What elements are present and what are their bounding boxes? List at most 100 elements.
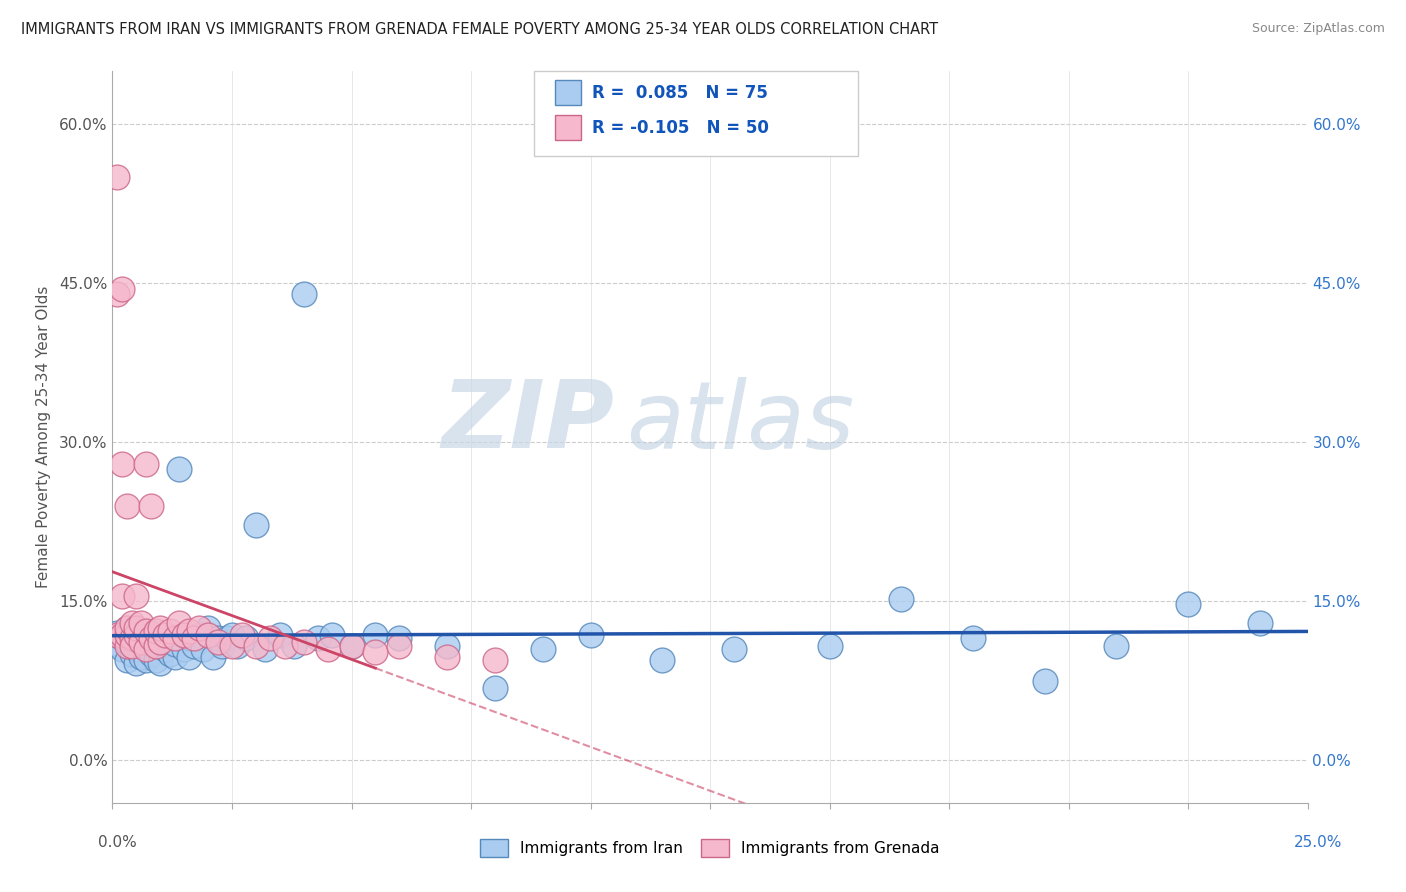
- Point: [169, 462, 191, 476]
- Point: [139, 648, 162, 662]
- Point: [125, 628, 148, 642]
- Point: [231, 628, 253, 642]
- Point: [115, 653, 138, 667]
- Point: [115, 628, 138, 642]
- Point: [121, 615, 143, 630]
- Text: ZIP: ZIP: [441, 376, 614, 468]
- Point: [149, 628, 172, 642]
- Point: [436, 649, 458, 664]
- Point: [111, 642, 134, 657]
- Point: [115, 639, 138, 653]
- Text: IMMIGRANTS FROM IRAN VS IMMIGRANTS FROM GRENADA FEMALE POVERTY AMONG 25-34 YEAR : IMMIGRANTS FROM IRAN VS IMMIGRANTS FROM …: [21, 22, 938, 37]
- Point: [211, 639, 233, 653]
- Point: [245, 639, 267, 653]
- Text: R =  0.085   N = 75: R = 0.085 N = 75: [592, 84, 768, 102]
- Point: [173, 628, 195, 642]
- Point: [129, 615, 152, 630]
- Point: [183, 639, 205, 653]
- Point: [115, 628, 138, 642]
- Point: [177, 632, 200, 646]
- Point: [129, 649, 152, 664]
- Point: [254, 642, 277, 657]
- Point: [139, 499, 162, 513]
- Point: [484, 653, 506, 667]
- Point: [125, 642, 148, 657]
- Point: [121, 632, 143, 646]
- Point: [579, 628, 602, 642]
- Point: [197, 621, 219, 635]
- Point: [159, 632, 181, 646]
- Point: [197, 628, 219, 642]
- Point: [221, 628, 243, 642]
- Point: [111, 589, 134, 603]
- Point: [307, 632, 329, 646]
- Point: [364, 628, 387, 642]
- Point: [436, 639, 458, 653]
- Point: [388, 639, 411, 653]
- Point: [105, 287, 128, 301]
- Point: [173, 642, 195, 657]
- Point: [105, 637, 128, 651]
- Point: [115, 499, 138, 513]
- Point: [159, 648, 181, 662]
- Point: [153, 628, 176, 642]
- Point: [163, 637, 186, 651]
- Point: [145, 624, 167, 638]
- Point: [125, 656, 148, 670]
- Point: [163, 649, 186, 664]
- Point: [818, 639, 841, 653]
- Point: [121, 639, 143, 653]
- Point: [111, 457, 134, 471]
- Point: [129, 628, 152, 642]
- Point: [105, 170, 128, 185]
- Point: [145, 653, 167, 667]
- Point: [221, 639, 243, 653]
- Point: [651, 653, 673, 667]
- Point: [269, 628, 291, 642]
- Point: [292, 287, 315, 301]
- Text: 25.0%: 25.0%: [1295, 836, 1343, 850]
- Text: 0.0%: 0.0%: [98, 836, 138, 850]
- Text: R = -0.105   N = 50: R = -0.105 N = 50: [592, 119, 769, 136]
- Point: [149, 621, 172, 635]
- Point: [962, 632, 984, 646]
- Point: [135, 653, 157, 667]
- Point: [111, 632, 134, 646]
- Point: [121, 632, 143, 646]
- Point: [129, 637, 152, 651]
- Point: [259, 632, 281, 646]
- Point: [135, 628, 157, 642]
- Point: [135, 642, 157, 657]
- Point: [129, 634, 152, 648]
- Point: [217, 632, 239, 646]
- Point: [292, 634, 315, 648]
- Point: [111, 282, 134, 296]
- Point: [225, 639, 247, 653]
- Point: [149, 656, 172, 670]
- Text: atlas: atlas: [627, 377, 855, 468]
- Point: [207, 632, 229, 646]
- Point: [388, 632, 411, 646]
- Point: [139, 626, 162, 640]
- Point: [531, 642, 554, 657]
- Point: [145, 639, 167, 653]
- Point: [193, 642, 215, 657]
- Point: [135, 624, 157, 638]
- Point: [163, 632, 186, 646]
- Point: [340, 639, 363, 653]
- Point: [207, 634, 229, 648]
- Point: [135, 639, 157, 653]
- Legend: Immigrants from Iran, Immigrants from Grenada: Immigrants from Iran, Immigrants from Gr…: [481, 838, 939, 857]
- Point: [125, 621, 148, 635]
- Point: [139, 634, 162, 648]
- Point: [111, 628, 134, 642]
- Point: [125, 632, 148, 646]
- Point: [890, 592, 912, 607]
- Point: [115, 621, 138, 635]
- Point: [177, 649, 200, 664]
- Point: [364, 645, 387, 659]
- Point: [149, 639, 172, 653]
- Point: [187, 628, 209, 642]
- Point: [149, 634, 172, 648]
- Point: [1105, 639, 1128, 653]
